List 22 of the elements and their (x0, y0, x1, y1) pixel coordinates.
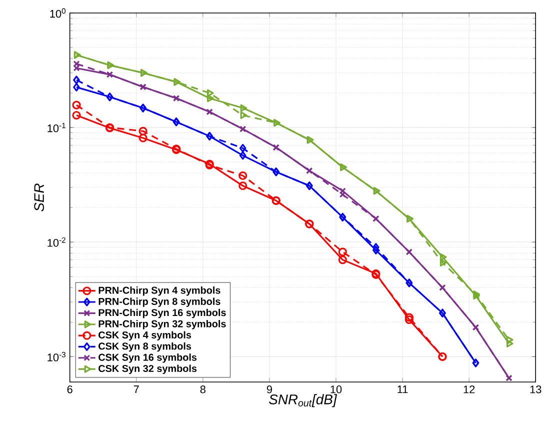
x-tick-label: 6 (67, 386, 72, 394)
legend-label: CSK Syn 8 symbols (98, 342, 192, 352)
legend-label: CSK Syn 4 symbols (98, 331, 192, 340)
y-tick-label: 10$^{-1}$ (48, 122, 66, 132)
x-axis-title: SNR$_{out}$[dB] (269, 394, 338, 408)
legend-label: PRN-Chirp Syn 4 symbols (98, 286, 220, 296)
legend-label: CSK Syn 16 symbols (98, 354, 197, 363)
y-axis-title: SER (34, 184, 44, 212)
x-tick-label: 10 (330, 386, 342, 394)
legend-label: PRN-Chirp Syn 8 symbols (98, 298, 220, 307)
legend-label: PRN-Chirp Syn 16 symbols (98, 308, 226, 318)
y-tick-label: 10$^{-3}$ (48, 352, 66, 362)
x-tick-label: 9 (266, 386, 272, 394)
y-tick-label: 10$^{-2}$ (48, 237, 66, 247)
x-tick-label: 12 (464, 386, 475, 394)
y-tick-label: 10$^{0}$ (50, 8, 66, 18)
x-tick-label: 8 (200, 386, 206, 394)
x-tick-label: 11 (398, 386, 408, 394)
legend-label: CSK Syn 32 symbols (98, 364, 197, 374)
x-tick-label: 7 (134, 386, 139, 394)
x-tick-label: 13 (530, 386, 542, 394)
legend-label: PRN-Chirp Syn 32 symbols (98, 320, 226, 330)
